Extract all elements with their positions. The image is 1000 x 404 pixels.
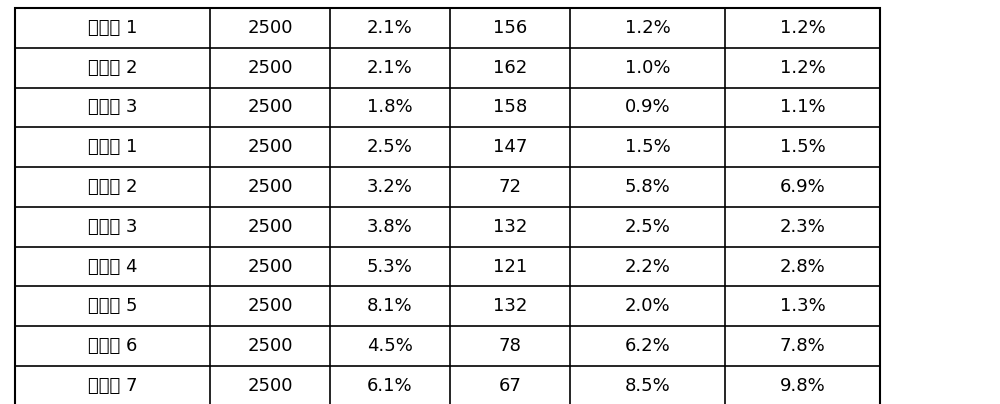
- Text: 2.2%: 2.2%: [625, 257, 670, 276]
- Text: 1.0%: 1.0%: [625, 59, 670, 77]
- Text: 72: 72: [498, 178, 522, 196]
- Text: 对比例 5: 对比例 5: [88, 297, 137, 315]
- Text: 对比例 4: 对比例 4: [88, 257, 137, 276]
- Text: 1.2%: 1.2%: [625, 19, 670, 37]
- Text: 2500: 2500: [247, 377, 293, 395]
- Text: 实施例 1: 实施例 1: [88, 19, 137, 37]
- Text: 8.5%: 8.5%: [625, 377, 670, 395]
- Text: 对比例 6: 对比例 6: [88, 337, 137, 355]
- Text: 6.9%: 6.9%: [780, 178, 825, 196]
- Text: 2.5%: 2.5%: [625, 218, 670, 236]
- Text: 67: 67: [499, 377, 521, 395]
- Text: 6.1%: 6.1%: [367, 377, 413, 395]
- Text: 2500: 2500: [247, 99, 293, 116]
- Text: 1.5%: 1.5%: [780, 138, 825, 156]
- Text: 158: 158: [493, 99, 527, 116]
- Text: 132: 132: [493, 297, 527, 315]
- Text: 2.8%: 2.8%: [780, 257, 825, 276]
- Text: 132: 132: [493, 218, 527, 236]
- Text: 1.8%: 1.8%: [367, 99, 413, 116]
- Text: 实施例 3: 实施例 3: [88, 99, 137, 116]
- Text: 6.2%: 6.2%: [625, 337, 670, 355]
- Text: 121: 121: [493, 257, 527, 276]
- Text: 2.1%: 2.1%: [367, 59, 413, 77]
- Text: 2.3%: 2.3%: [780, 218, 825, 236]
- Text: 1.3%: 1.3%: [780, 297, 825, 315]
- Text: 2500: 2500: [247, 178, 293, 196]
- Text: 2500: 2500: [247, 59, 293, 77]
- Text: 7.8%: 7.8%: [780, 337, 825, 355]
- Text: 78: 78: [499, 337, 521, 355]
- Text: 162: 162: [493, 59, 527, 77]
- Text: 2.1%: 2.1%: [367, 19, 413, 37]
- Text: 1.2%: 1.2%: [780, 19, 825, 37]
- Text: 对比例 3: 对比例 3: [88, 218, 137, 236]
- Text: 0.9%: 0.9%: [625, 99, 670, 116]
- Text: 实施例 2: 实施例 2: [88, 59, 137, 77]
- Text: 147: 147: [493, 138, 527, 156]
- Bar: [15, 8, 880, 404]
- Text: 对比例 1: 对比例 1: [88, 138, 137, 156]
- Text: 3.2%: 3.2%: [367, 178, 413, 196]
- Text: 1.5%: 1.5%: [625, 138, 670, 156]
- Text: 5.8%: 5.8%: [625, 178, 670, 196]
- Text: 2.0%: 2.0%: [625, 297, 670, 315]
- Text: 2500: 2500: [247, 257, 293, 276]
- Text: 1.1%: 1.1%: [780, 99, 825, 116]
- Text: 3.8%: 3.8%: [367, 218, 413, 236]
- Text: 对比例 2: 对比例 2: [88, 178, 137, 196]
- Text: 4.5%: 4.5%: [367, 337, 413, 355]
- Text: 156: 156: [493, 19, 527, 37]
- Text: 1.2%: 1.2%: [780, 59, 825, 77]
- Text: 2500: 2500: [247, 297, 293, 315]
- Text: 8.1%: 8.1%: [367, 297, 413, 315]
- Text: 2.5%: 2.5%: [367, 138, 413, 156]
- Text: 2500: 2500: [247, 138, 293, 156]
- Text: 9.8%: 9.8%: [780, 377, 825, 395]
- Text: 对比例 7: 对比例 7: [88, 377, 137, 395]
- Text: 2500: 2500: [247, 337, 293, 355]
- Text: 5.3%: 5.3%: [367, 257, 413, 276]
- Text: 2500: 2500: [247, 19, 293, 37]
- Text: 2500: 2500: [247, 218, 293, 236]
